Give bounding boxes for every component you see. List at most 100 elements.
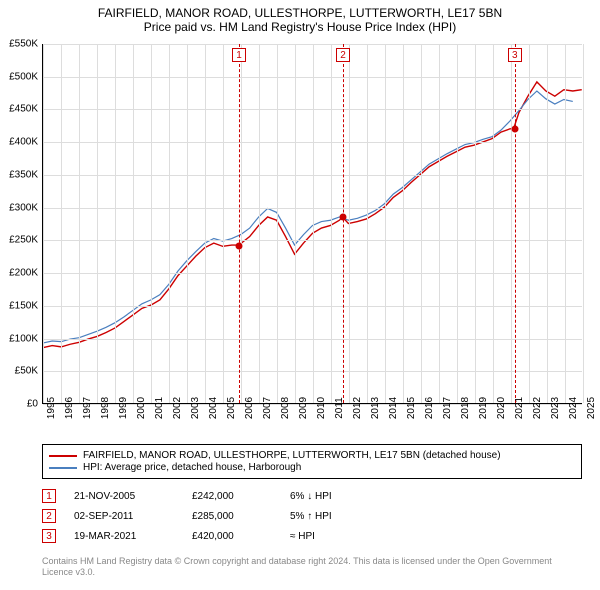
y-axis-tick-label: £0	[0, 399, 38, 410]
y-axis-tick-label: £350K	[0, 169, 38, 180]
annotation-delta: ≈ HPI	[290, 531, 390, 542]
x-axis-tick-label: 2025	[586, 397, 597, 419]
x-axis-tick-label: 2015	[406, 397, 417, 419]
x-axis-tick-label: 1995	[46, 397, 57, 419]
y-axis-tick-label: £450K	[0, 104, 38, 115]
x-axis-tick-label: 2005	[226, 397, 237, 419]
y-axis-tick-label: £50K	[0, 366, 38, 377]
sale-annotations: 1 21-NOV-2005 £242,000 6% ↓ HPI 2 02-SEP-2011…	[42, 486, 582, 546]
y-axis-tick-label: £300K	[0, 202, 38, 213]
annotation-number: 2	[42, 509, 56, 523]
x-axis-tick-label: 2000	[136, 397, 147, 419]
sale-marker-number: 1	[232, 48, 246, 62]
gridline-vertical	[439, 44, 440, 403]
x-axis-tick-label: 2021	[514, 397, 525, 419]
x-axis-tick-label: 2009	[298, 397, 309, 419]
gridline-vertical	[511, 44, 512, 403]
sale-marker-number: 2	[336, 48, 350, 62]
annotation-date: 19-MAR-2021	[74, 531, 174, 542]
gridline-vertical	[349, 44, 350, 403]
x-axis-tick-label: 2007	[262, 397, 273, 419]
gridline-vertical	[151, 44, 152, 403]
annotation-row: 2 02-SEP-2011 £285,000 5% ↑ HPI	[42, 506, 582, 526]
sale-marker-number: 3	[508, 48, 522, 62]
annotation-date: 02-SEP-2011	[74, 511, 174, 522]
x-axis-tick-label: 1996	[64, 397, 75, 419]
chart-title: FAIRFIELD, MANOR ROAD, ULLESTHORPE, LUTT…	[0, 0, 600, 36]
annotation-price: £285,000	[192, 511, 272, 522]
sale-marker-line	[239, 44, 240, 403]
y-axis-tick-label: £100K	[0, 333, 38, 344]
y-axis-tick-label: £150K	[0, 300, 38, 311]
gridline-vertical	[169, 44, 170, 403]
gridline-vertical	[493, 44, 494, 403]
legend: FAIRFIELD, MANOR ROAD, ULLESTHORPE, LUTT…	[42, 444, 582, 479]
y-axis-tick-label: £550K	[0, 39, 38, 50]
x-axis-tick-label: 2014	[388, 397, 399, 419]
copyright-note: Contains HM Land Registry data © Crown c…	[42, 556, 582, 578]
x-axis-tick-label: 2016	[424, 397, 435, 419]
gridline-vertical	[205, 44, 206, 403]
legend-swatch	[49, 467, 77, 469]
x-axis-tick-label: 2010	[316, 397, 327, 419]
title-subtitle: Price paid vs. HM Land Registry's House …	[0, 20, 600, 34]
gridline-vertical	[223, 44, 224, 403]
gridline-vertical	[97, 44, 98, 403]
gridline-vertical	[367, 44, 368, 403]
x-axis-tick-label: 2018	[460, 397, 471, 419]
legend-swatch	[49, 455, 77, 457]
sale-marker-line	[515, 44, 516, 403]
title-address: FAIRFIELD, MANOR ROAD, ULLESTHORPE, LUTT…	[0, 6, 600, 20]
y-axis-tick-label: £250K	[0, 235, 38, 246]
gridline-vertical	[61, 44, 62, 403]
legend-label: FAIRFIELD, MANOR ROAD, ULLESTHORPE, LUTT…	[83, 450, 501, 461]
annotation-row: 3 19-MAR-2021 £420,000 ≈ HPI	[42, 526, 582, 546]
y-axis-tick-label: £500K	[0, 71, 38, 82]
x-axis-tick-label: 2006	[244, 397, 255, 419]
x-axis-tick-label: 2008	[280, 397, 291, 419]
x-axis-tick-label: 2013	[370, 397, 381, 419]
annotation-price: £420,000	[192, 531, 272, 542]
gridline-vertical	[547, 44, 548, 403]
gridline-vertical	[259, 44, 260, 403]
chart-plot-area: 1 2 3	[42, 44, 582, 404]
gridline-vertical	[295, 44, 296, 403]
gridline-vertical	[403, 44, 404, 403]
x-axis-tick-label: 1998	[100, 397, 111, 419]
annotation-number: 3	[42, 529, 56, 543]
x-axis-tick-label: 2012	[352, 397, 363, 419]
sale-marker-point	[236, 242, 243, 249]
annotation-delta: 5% ↑ HPI	[290, 511, 390, 522]
gridline-vertical	[385, 44, 386, 403]
y-axis-tick-label: £400K	[0, 137, 38, 148]
gridline-vertical	[133, 44, 134, 403]
x-axis-tick-label: 2002	[172, 397, 183, 419]
x-axis-tick-label: 2024	[568, 397, 579, 419]
x-axis-tick-label: 2003	[190, 397, 201, 419]
x-axis-tick-label: 1999	[118, 397, 129, 419]
annotation-date: 21-NOV-2005	[74, 491, 174, 502]
annotation-row: 1 21-NOV-2005 £242,000 6% ↓ HPI	[42, 486, 582, 506]
gridline-vertical	[241, 44, 242, 403]
x-axis-tick-label: 1997	[82, 397, 93, 419]
annotation-number: 1	[42, 489, 56, 503]
legend-entry: FAIRFIELD, MANOR ROAD, ULLESTHORPE, LUTT…	[49, 450, 575, 461]
gridline-vertical	[79, 44, 80, 403]
gridline-vertical	[277, 44, 278, 403]
x-axis-tick-label: 2004	[208, 397, 219, 419]
legend-entry: HPI: Average price, detached house, Harb…	[49, 462, 575, 473]
x-axis-tick-label: 2023	[550, 397, 561, 419]
gridline-vertical	[187, 44, 188, 403]
gridline-vertical	[43, 44, 44, 403]
sale-marker-line	[343, 44, 344, 403]
x-axis-tick-label: 2017	[442, 397, 453, 419]
legend-label: HPI: Average price, detached house, Harb…	[83, 462, 301, 473]
x-axis-tick-label: 2022	[532, 397, 543, 419]
gridline-vertical	[115, 44, 116, 403]
x-axis-tick-label: 2020	[496, 397, 507, 419]
gridline-vertical	[475, 44, 476, 403]
annotation-delta: 6% ↓ HPI	[290, 491, 390, 502]
gridline-vertical	[565, 44, 566, 403]
annotation-price: £242,000	[192, 491, 272, 502]
gridline-vertical	[331, 44, 332, 403]
